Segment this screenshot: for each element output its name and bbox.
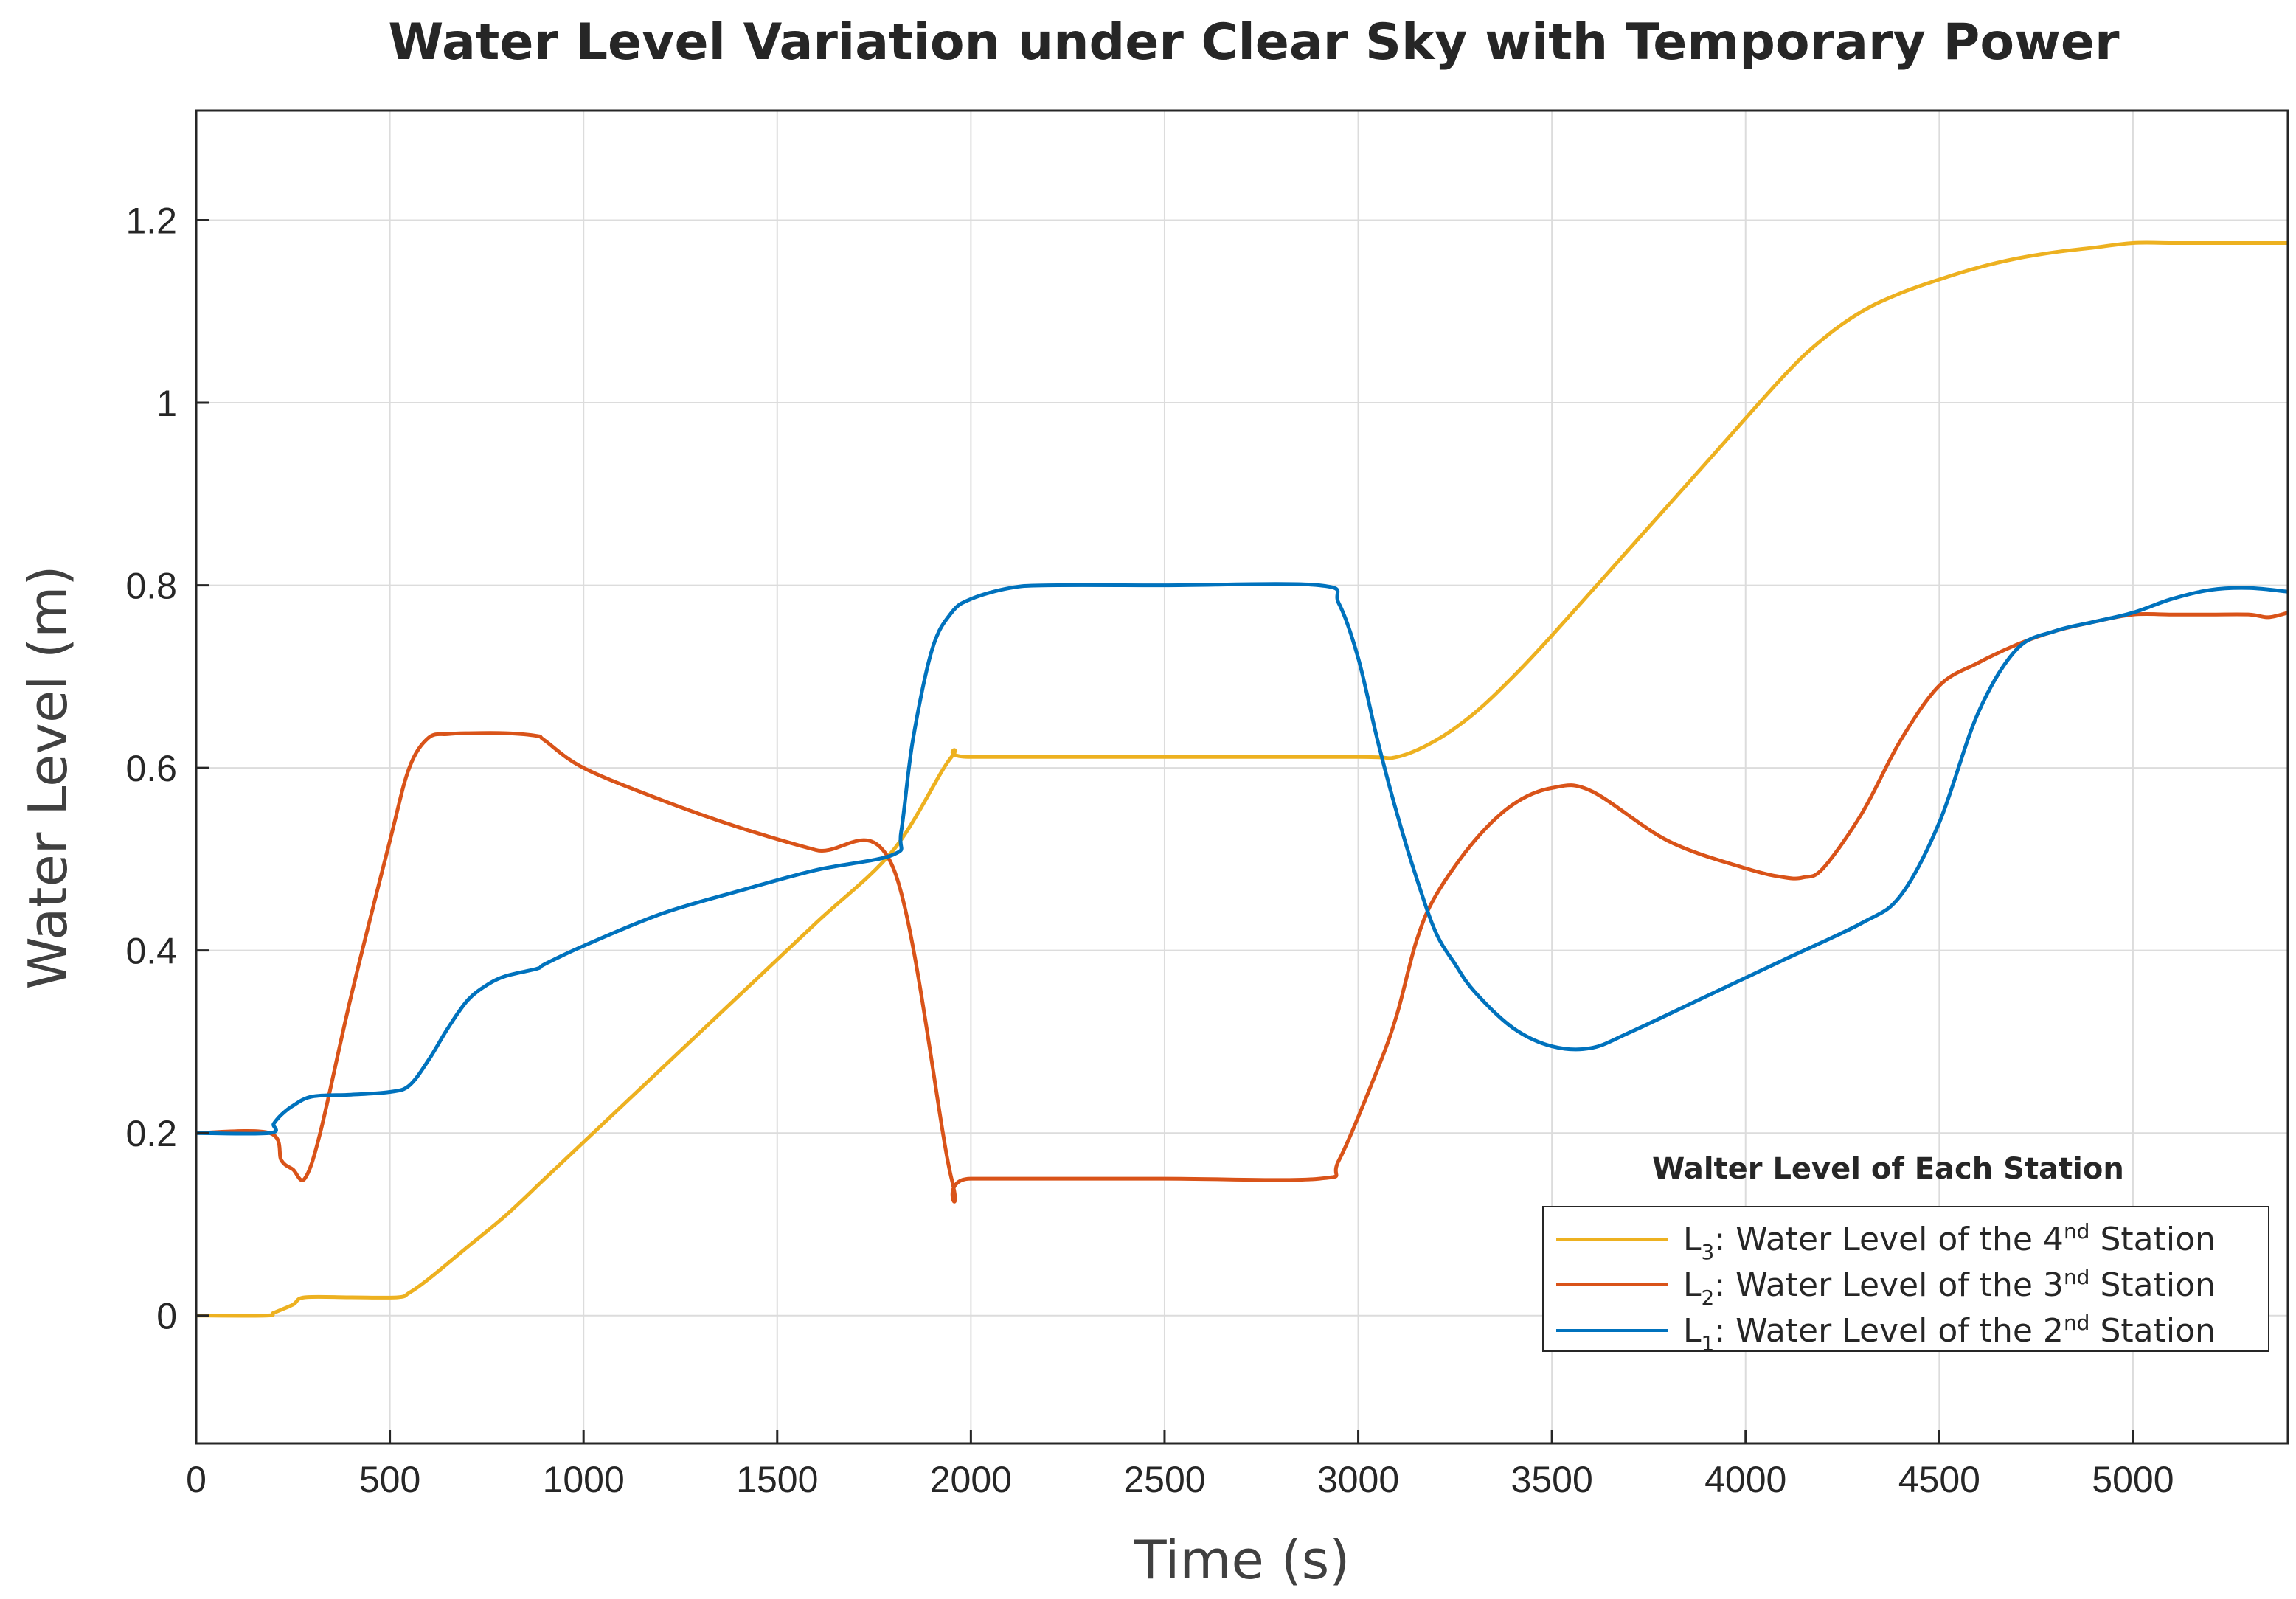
legend: Walter Level of Each Station L3: Water L… — [1542, 1152, 2269, 1356]
y-tick-label: 0 — [156, 1296, 177, 1337]
x-tick-label: 3000 — [1317, 1459, 1399, 1500]
legend-entry-label: L1: Water Level of the 2nd Station — [1683, 1311, 2216, 1356]
series-line-L2 — [196, 611, 2288, 1204]
x-tick-label: 2500 — [1123, 1459, 1205, 1500]
x-tick-label: 3500 — [1511, 1459, 1593, 1500]
data-series — [196, 240, 2288, 1318]
y-axis-label: Water Level (m) — [17, 566, 79, 990]
plot-frame — [195, 109, 2289, 1445]
x-axis-label: Time (s) — [1134, 1529, 1350, 1591]
x-tick-label: 2000 — [930, 1459, 1012, 1500]
x-tick-label: 4000 — [1704, 1459, 1786, 1500]
x-tick-label: 500 — [359, 1459, 420, 1500]
legend-entry-label: L2: Water Level of the 3nd Station — [1683, 1265, 2216, 1310]
x-tick-label: 1000 — [543, 1459, 625, 1500]
legend-box — [1542, 1206, 2269, 1352]
axis-ticks: 0 500 1000 1500 2000 2500 3000 3500 4000 4500 5000… — [125, 201, 2174, 1500]
x-tick-label: 0 — [186, 1459, 207, 1500]
x-tick-label: 1500 — [736, 1459, 818, 1500]
x-tick-label: 4500 — [1898, 1459, 1980, 1500]
y-tick-label: 0.8 — [125, 566, 177, 607]
y-tick-label: 0.4 — [125, 931, 177, 972]
y-tick-label: 0.2 — [125, 1113, 177, 1154]
y-tick-label: 0.6 — [125, 748, 177, 789]
series-line-L3 — [196, 240, 2288, 1318]
chart-title: Water Level Variation under Clear Sky wi… — [388, 13, 2120, 72]
series-line-L1 — [196, 582, 2288, 1136]
x-tick-label: 5000 — [2092, 1459, 2174, 1500]
y-tick-label: 1.2 — [125, 201, 177, 242]
legend-entry-label: L3: Water Level of the 4nd Station — [1683, 1219, 2216, 1264]
y-tick-label: 1 — [156, 383, 177, 424]
legend-title: Walter Level of Each Station — [1652, 1152, 2124, 1186]
